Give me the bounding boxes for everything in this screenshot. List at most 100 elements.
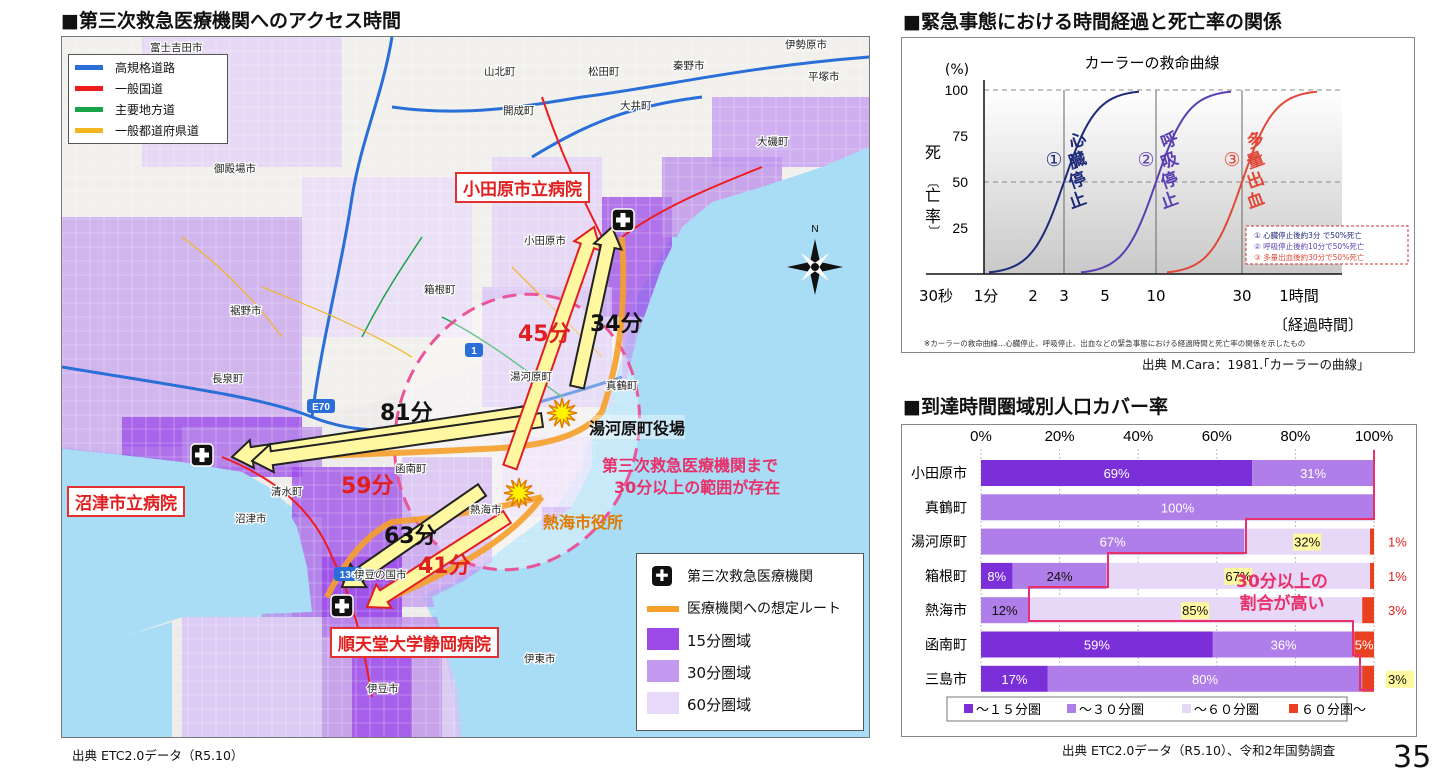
- road-swatch: [75, 128, 103, 133]
- compass-center: [811, 263, 819, 271]
- curve-label-char: 止: [1066, 188, 1089, 214]
- left-source: 出典 ETC2.0データ（R5.10）: [72, 748, 244, 763]
- odawara-hospital-icon: [611, 208, 635, 232]
- label-highlight: [1386, 670, 1414, 688]
- juntendo-hospital-icon: [330, 594, 354, 618]
- place-name: 伊豆の国市: [354, 568, 407, 581]
- route-time-34: 34分: [590, 312, 643, 337]
- place-name: 沼津市: [235, 512, 267, 525]
- x-tick-label: 5: [1100, 287, 1110, 305]
- hospital-icon: ✚: [652, 566, 672, 586]
- map-legend: ✚ 第三次救急医療機関 医療機関への想定ルート 15分圏域 30分圏域 60分圏…: [636, 553, 864, 731]
- curve-number: ②: [1137, 149, 1154, 171]
- road-line: [361, 236, 423, 338]
- legend-label: ６０分圏～: [1301, 703, 1366, 718]
- road-line: [531, 95, 703, 159]
- y-label-bracket: 〕: [927, 225, 941, 237]
- curve-label-char: 多: [1244, 128, 1267, 154]
- road-swatch: [75, 107, 103, 112]
- bar-source: 出典 ETC2.0データ（R5.10）、令和2年国勢調査: [1062, 743, 1336, 758]
- x-tick-label: 40%: [1123, 428, 1153, 445]
- note-line: ③ 多量出血後約30分で50%死亡: [1254, 252, 1365, 262]
- coverage-zone: [302, 177, 472, 337]
- place-name: 山北町: [484, 66, 516, 78]
- kahler-curve-chart: 100 75 50 25 30秒 1分 2 3 5 10 30 1時間 (%) カーラーの救命曲線〔経過時…: [919, 54, 1409, 348]
- legend-swatch: [1182, 704, 1191, 713]
- x-tick-label: 30秒: [919, 287, 953, 305]
- road-legend-label: 一般都道府県道: [115, 124, 200, 138]
- place-name: 開成町: [503, 105, 535, 117]
- legend-swatch: [1289, 704, 1298, 713]
- e70-shield: E70: [307, 399, 335, 413]
- y-label-char: 率: [925, 207, 941, 226]
- category-label: 小田原市: [911, 465, 967, 482]
- map-legend-label: 15分圏域: [687, 632, 752, 650]
- atami-office-icon: [503, 477, 535, 509]
- road-legend-item: 主要地方道: [75, 99, 223, 119]
- left-title: ■第三次救急医療機関へのアクセス時間: [61, 10, 402, 32]
- road-legend-item: 一般都道府県道: [75, 120, 223, 140]
- curve-label-char: 出: [1244, 168, 1267, 194]
- y-tick-label: 100: [945, 82, 969, 98]
- place-name: 伊勢原市: [785, 38, 827, 51]
- arrow-41: [365, 509, 513, 610]
- bar-value-label: 24%: [1047, 569, 1073, 584]
- road-swatch: [75, 86, 103, 91]
- zone60-swatch: [647, 692, 679, 714]
- coverage-bar-panel: 0% 20% 40% 60% 80% 100% 小田原市 69% 31% 真鶴町 100% 湯河原町 6…: [901, 424, 1417, 737]
- arrow-45: [502, 225, 603, 471]
- curve-label-char: 停: [1066, 168, 1089, 194]
- route-line: [390, 495, 545, 600]
- arrow-81-b: [250, 411, 545, 474]
- bar-value-label: 80%: [1192, 672, 1218, 687]
- bar-segment: [1370, 528, 1374, 555]
- x-tick-label: 10: [1146, 287, 1165, 305]
- road-legend-label: 一般国道: [115, 82, 164, 96]
- x-tick-label: 20%: [1045, 428, 1075, 445]
- curve-number: ①: [1045, 149, 1062, 171]
- bar-segment: [1012, 562, 1107, 589]
- bar-value-label: 59%: [1084, 638, 1110, 653]
- coverage-zone: [182, 617, 322, 737]
- road-shield-text: E70: [312, 402, 330, 413]
- coverage-bar-chart: 0% 20% 40% 60% 80% 100% 小田原市 69% 31% 真鶴町 100% 湯河原町 6…: [911, 428, 1414, 722]
- yugawara-office-icon: [546, 397, 578, 429]
- kahler-curve-panel: 100 75 50 25 30秒 1分 2 3 5 10 30 1時間 (%) カーラーの救命曲線 〔経過時…: [901, 37, 1415, 353]
- map-legend-label: 第三次救急医療機関: [687, 569, 813, 585]
- arrow-shape: [568, 225, 624, 390]
- route-time-41: 41分: [418, 554, 471, 579]
- road-line: [310, 37, 394, 418]
- curve-number: ③: [1223, 149, 1240, 171]
- category-label: 熱海市: [925, 602, 967, 619]
- x-tick-label: 30: [1232, 287, 1251, 305]
- coverage-zone: [712, 97, 869, 167]
- legend-label: ～６０分圏: [1194, 703, 1259, 718]
- route-line: [599, 236, 627, 413]
- x-axis-label: 〔経過時間〕: [1273, 316, 1363, 334]
- bar-value-label: 17%: [1001, 672, 1027, 687]
- zone15-swatch: [647, 628, 679, 650]
- x-tick-label: 0%: [970, 428, 992, 445]
- place-name: 富士吉田市: [150, 41, 203, 54]
- bar-segment: [1047, 665, 1363, 692]
- place-name: 函南町: [395, 462, 427, 475]
- bar-segment: [1370, 562, 1374, 589]
- place-name: 熱海市: [470, 503, 502, 516]
- category-label: 湯河原町: [911, 534, 967, 551]
- label-highlight: [1224, 567, 1253, 585]
- arrow-shape: [250, 411, 545, 474]
- arrow-shape: [502, 225, 603, 471]
- place-name: 大井町: [620, 99, 652, 112]
- place-name: 御殿場市: [214, 162, 256, 175]
- road-shield: [307, 399, 335, 413]
- route1-shield: 1: [465, 343, 483, 357]
- page-number: 35: [1393, 740, 1432, 775]
- bar-value-label: 12%: [992, 603, 1018, 618]
- survival-curve: [988, 90, 1140, 274]
- curve-label-char: 吸: [1158, 148, 1182, 173]
- road-legend-label: 主要地方道: [115, 103, 176, 117]
- annotation-line2: 割合が高い: [1240, 593, 1325, 614]
- map-legend-label: 医療機関への想定ルート: [687, 601, 841, 617]
- curve-label-char: 呼: [1158, 129, 1181, 154]
- place-name: 清水町: [271, 485, 303, 498]
